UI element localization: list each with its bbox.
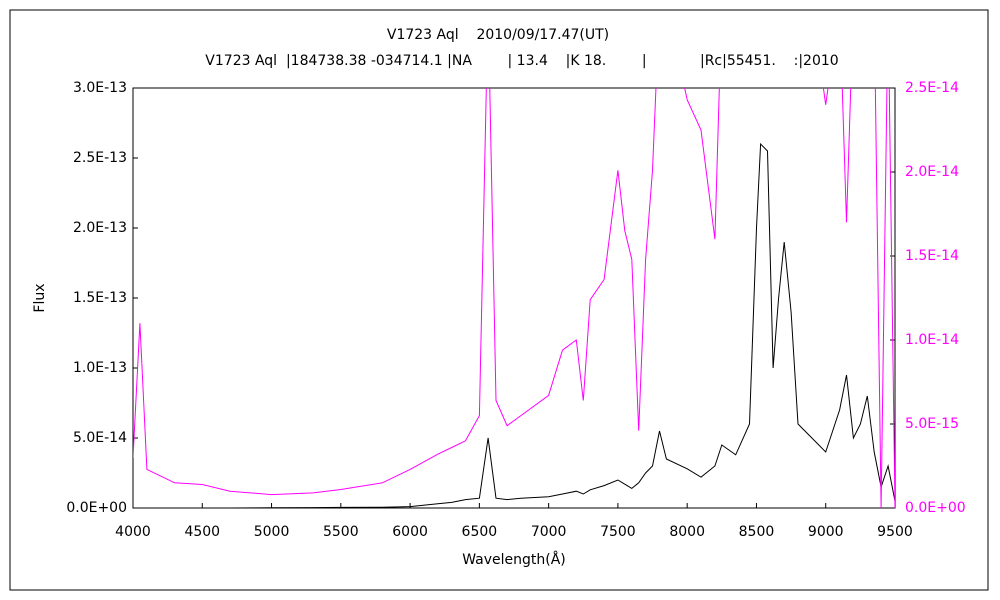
x-tick-label: 4000: [115, 524, 151, 540]
x-tick-label: 5500: [323, 524, 359, 540]
y-tick-label: 2.5E-13: [73, 150, 127, 166]
x-tick-label: 8500: [739, 524, 775, 540]
x-tick-label: 6000: [392, 524, 428, 540]
x-tick-label: 7000: [531, 524, 567, 540]
y-tick-label: 1.0E-13: [73, 360, 127, 376]
y2-tick-label: 1.5E-14: [905, 248, 959, 264]
x-tick-label: 5000: [254, 524, 290, 540]
series-line: [133, 142, 895, 508]
series-line: [133, 88, 895, 508]
y2-tick-label: 1.0E-14: [905, 332, 959, 348]
y-tick-label: 1.5E-13: [73, 290, 127, 306]
x-tick-label: 7500: [600, 524, 636, 540]
x-tick-label: 9500: [877, 524, 913, 540]
y2-tick-label: 2.5E-14: [905, 80, 959, 96]
y2-tick-label: 5.0E-15: [905, 416, 959, 432]
x-tick-label: 8000: [669, 524, 705, 540]
y-tick-label: 5.0E-14: [73, 430, 127, 446]
y-axis-label: Flux: [32, 283, 48, 312]
x-axis-label: Wavelength(Å): [462, 551, 566, 568]
x-tick-label: 9000: [808, 524, 844, 540]
frame: [9, 9, 989, 591]
x-tick-label: 4500: [184, 524, 220, 540]
x-tick-label: 6500: [462, 524, 498, 540]
y2-tick-label: 2.0E-14: [905, 164, 959, 180]
y-tick-label: 3.0E-13: [73, 80, 127, 96]
y-tick-label: 0.0E+00: [66, 500, 127, 516]
y2-tick-label: 0.0E+00: [905, 500, 966, 516]
y-tick-label: 2.0E-13: [73, 220, 127, 236]
chart-title: V1723 Aql 2010/09/17.47(UT): [387, 27, 609, 43]
chart-subtitle: V1723 Aql |184738.38 -034714.1 |NA | 13.…: [205, 53, 838, 69]
